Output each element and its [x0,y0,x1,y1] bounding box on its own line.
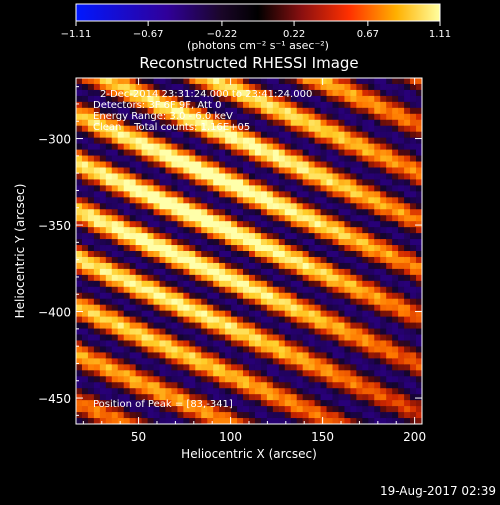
y-tick-label: −450 [38,392,71,406]
colorbar-tick-label: 1.11 [429,29,451,40]
x-tick-label: 100 [219,430,242,444]
timestamp: 19-Aug-2017 02:39 [380,484,496,498]
y-axis-label: Heliocentric Y (arcsec) [13,184,27,319]
colorbar-ticks: −1.11 −0.67 −0.22 0.22 0.67 1.11 [61,21,451,40]
colorbar-label: (photons cm⁻² s⁻¹ asec⁻²) [187,39,329,52]
colorbar-tick-label: −0.67 [133,29,164,40]
annotation-time-range: 2-Dec-2014 23:31:24.000 to 23:41:24.000 [100,89,312,100]
colorbar-gradient [75,3,441,22]
annotation-detectors: Detectors: 3F 6F 9F, Att 0 [93,100,221,111]
chart-title: Reconstructed RHESSI Image [139,54,358,72]
colorbar: −1.11 −0.67 −0.22 0.22 0.67 1.11 (photons cm⁻… [61,3,451,52]
colorbar-tick-label: −1.11 [61,29,92,40]
y-tick-label: −300 [38,133,71,147]
x-tick-label: 150 [311,430,334,444]
annotations: 2-Dec-2014 23:31:24.000 to 23:41:24.000 … [93,89,312,410]
y-tick-label: −350 [38,219,71,233]
colorbar-tick-label: 0.67 [357,29,379,40]
annotation-peak-position: Position of Peak = [83,-341] [93,399,233,410]
annotation-clean-counts: Clean Total counts: 1.16E+05 [93,122,250,133]
colorbar-tick-label: −0.22 [207,29,238,40]
x-tick-label: 200 [403,430,426,444]
colorbar-tick-label: 0.22 [283,29,305,40]
axis-ticks: 50 100 150 200 −300 −350 −400 −450 [38,78,426,444]
y-tick-label: −400 [38,306,71,320]
annotation-energy-range: Energy Range: 3.0 - 6.0 keV [93,111,233,122]
x-axis-label: Heliocentric X (arcsec) [181,447,317,461]
heatmap-image [76,78,422,424]
x-tick-label: 50 [131,430,146,444]
